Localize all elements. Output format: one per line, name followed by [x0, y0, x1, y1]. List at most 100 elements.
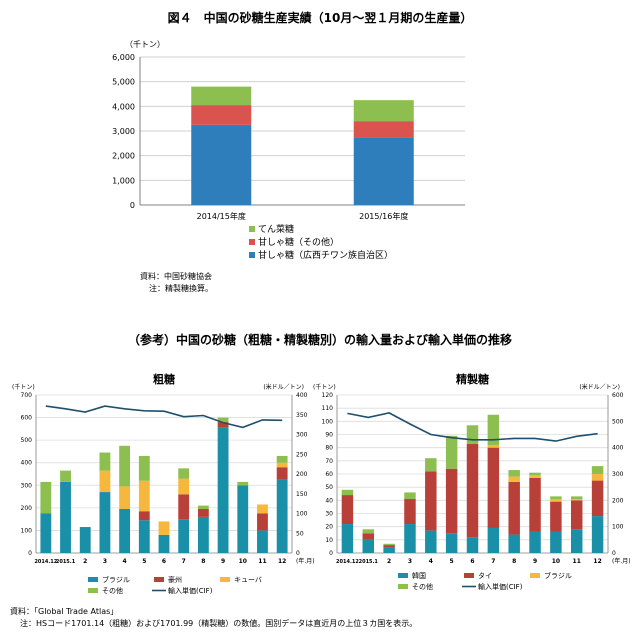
bar-segment — [60, 470, 71, 482]
legend-swatch — [249, 226, 255, 232]
x-tick-label: 3 — [408, 558, 412, 565]
x-tick-label: 3 — [103, 558, 107, 565]
legend-swatch — [249, 252, 255, 258]
bar-segment — [341, 489, 354, 496]
bar-segment — [529, 472, 541, 476]
bar-segment — [383, 545, 395, 548]
legend-swatch — [464, 573, 474, 578]
legend-swatch — [88, 577, 98, 582]
y-tick-label: 0 — [329, 550, 333, 557]
x-tick-label: 2 — [83, 558, 87, 565]
y2-tick-label: 500 — [612, 418, 624, 425]
y-tick-label: 2,000 — [112, 152, 135, 161]
y-tick-label: 20 — [325, 524, 333, 531]
bar-segment — [466, 443, 479, 538]
bar-segment — [79, 527, 91, 553]
y2-tick-label: 0 — [612, 550, 616, 557]
legend-label: てん菜糖 — [258, 223, 294, 235]
bar-segment — [138, 455, 150, 481]
fig4-title: 図４ 中国の砂糖生産実績（10月～翌１月期の生産量） — [167, 11, 473, 25]
bar-segment — [178, 519, 190, 553]
x-tick-label: 2014/15年度 — [197, 211, 246, 221]
bar-segment — [99, 452, 111, 471]
y2-tick-label: 250 — [296, 451, 308, 458]
price-line — [45, 405, 283, 429]
bar-segment — [425, 458, 437, 472]
y-tick-label: 30 — [325, 511, 333, 518]
bar-segment — [197, 505, 209, 509]
bar-segment — [276, 467, 288, 480]
y-tick-label: 120 — [322, 392, 334, 399]
bar-segment — [508, 476, 520, 482]
bar-segment — [276, 479, 288, 553]
bar-segment — [570, 496, 583, 500]
x-tick-label: 8 — [201, 558, 205, 565]
bar-segment — [257, 513, 268, 531]
x-unit-label: (年.月) — [296, 557, 315, 565]
y-tick-label: 1,000 — [112, 176, 135, 185]
x-tick-label: 5 — [450, 558, 454, 565]
bar-segment — [487, 527, 500, 553]
bar-segment — [445, 435, 458, 469]
bar-segment — [217, 422, 229, 428]
bar-segment — [570, 500, 583, 530]
ref-note: 注：HSコード1701.14（粗糖）および1701.99（精製糖）の数値。国別デ… — [20, 619, 418, 628]
bar-segment — [362, 539, 375, 553]
bar-segment — [197, 516, 209, 553]
legend-label: その他 — [102, 586, 123, 595]
y-tick-label: 90 — [325, 432, 333, 439]
bar-segment — [138, 480, 150, 512]
bar-segment — [178, 468, 190, 479]
bar-segment — [99, 470, 111, 493]
bar-segment — [178, 494, 190, 520]
legend-label: 豪州 — [168, 575, 182, 584]
bar-segment — [591, 516, 604, 553]
subchart-title: 精製糖 — [456, 372, 489, 386]
y2-tick-label: 300 — [296, 432, 308, 439]
x-unit-label: (年.月) — [612, 557, 631, 565]
y-unit-label: (千トン) — [12, 383, 35, 391]
bar-segment — [570, 529, 583, 553]
y-unit-label: (千トン) — [313, 383, 336, 391]
y-tick-label: 300 — [21, 482, 33, 489]
x-tick-label: 4 — [429, 558, 433, 565]
legend-swatch — [398, 573, 408, 578]
y-tick-label: 60 — [325, 471, 333, 478]
y2-tick-label: 100 — [612, 524, 624, 531]
bar-segment — [550, 501, 562, 532]
y2-tick-label: 200 — [612, 497, 624, 504]
x-tick-label: 12 — [593, 558, 601, 565]
legend-swatch — [249, 239, 255, 245]
legend-label: 韓国 — [412, 571, 426, 580]
y-tick-label: 80 — [325, 445, 333, 452]
legend-label: 輸入単価(CIF) — [168, 586, 213, 595]
bar-segment — [362, 533, 375, 540]
bar-segment — [425, 530, 437, 553]
bar-segment — [466, 425, 479, 444]
y2-tick-label: 50 — [296, 530, 304, 537]
y-tick-label: 700 — [21, 392, 33, 399]
x-tick-label: 6 — [162, 558, 166, 565]
bar-segment — [217, 417, 229, 423]
x-tick-label: 2015.1 — [56, 559, 76, 565]
y2-tick-label: 400 — [612, 445, 624, 452]
x-tick-label: 7 — [491, 558, 495, 565]
x-tick-label: 11 — [258, 558, 266, 565]
y-tick-label: 0 — [130, 201, 135, 210]
bar-segment — [197, 508, 209, 517]
y2-unit-label: (米ドル／トン) — [579, 383, 620, 391]
legend-label: ブラジル — [102, 575, 130, 584]
y2-tick-label: 300 — [612, 471, 624, 478]
y-tick-label: 100 — [21, 527, 33, 534]
bar-segment — [276, 462, 288, 468]
y-tick-label: 70 — [325, 458, 333, 465]
x-tick-label: 2014.12 — [336, 559, 359, 565]
bar-segment — [40, 481, 52, 514]
bar-segment — [529, 477, 541, 532]
x-tick-label: 2015/16年度 — [359, 211, 408, 221]
bar-segment — [487, 414, 500, 446]
y-tick-label: 100 — [322, 418, 334, 425]
bar-segment — [591, 474, 604, 481]
y-tick-label: 3,000 — [112, 127, 135, 136]
y-tick-label: 600 — [21, 415, 33, 422]
